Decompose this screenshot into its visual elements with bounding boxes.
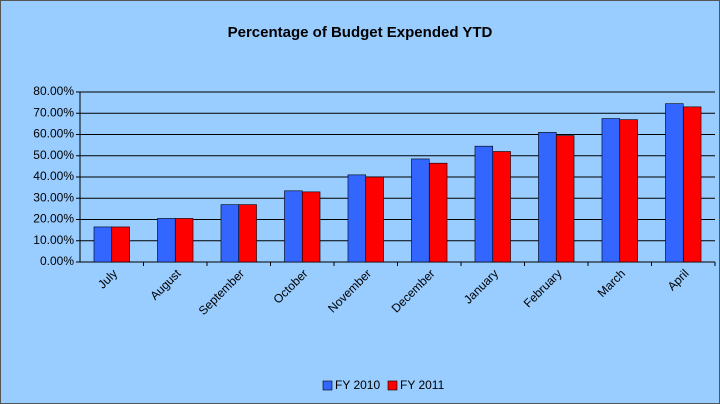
bar (157, 218, 176, 263)
bar (474, 145, 494, 263)
bar (93, 226, 113, 263)
bar (174, 218, 194, 263)
y-tick-label: 40.00% (33, 169, 74, 183)
legend-swatch (322, 380, 333, 391)
bar (301, 191, 321, 263)
bar (284, 190, 303, 263)
bar (428, 162, 448, 263)
bar (555, 135, 575, 263)
bar (238, 204, 257, 263)
legend-label: FY 2011 (400, 378, 445, 392)
y-tick-label: 50.00% (33, 148, 74, 162)
bar (601, 118, 621, 263)
y-tick-label: 0.00% (40, 254, 74, 268)
bar (665, 103, 684, 263)
legend-swatch (387, 380, 398, 391)
y-tick-label: 20.00% (33, 212, 74, 226)
bar (411, 158, 430, 263)
bar (220, 204, 240, 263)
y-tick-label: 70.00% (33, 105, 74, 119)
y-tick-label: 60.00% (33, 127, 74, 141)
chart-title: Percentage of Budget Expended YTD (228, 24, 493, 41)
y-tick-label: 10.00% (33, 233, 74, 247)
bar (365, 176, 384, 263)
bar (538, 132, 557, 263)
bar (619, 119, 638, 263)
bar (347, 174, 367, 263)
legend-label: FY 2010 (335, 378, 380, 392)
y-tick-label: 30.00% (33, 190, 74, 204)
y-tick-label: 80.00% (33, 84, 74, 98)
bar (111, 226, 130, 263)
bar (682, 106, 702, 263)
bar (492, 151, 511, 263)
